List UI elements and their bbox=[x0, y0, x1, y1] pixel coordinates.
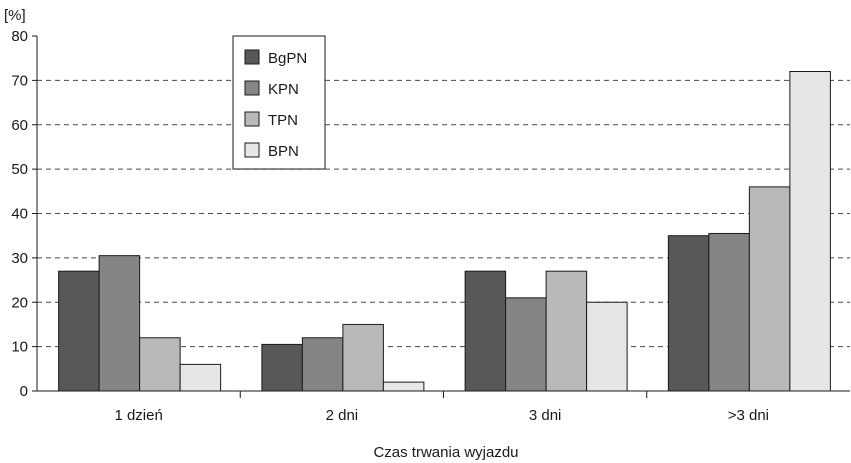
y-tick-label: 50 bbox=[11, 161, 28, 178]
y-tick-label: 20 bbox=[11, 294, 28, 311]
x-category-label: >3 dni bbox=[728, 407, 769, 424]
x-category-label: 2 dni bbox=[326, 407, 359, 424]
y-tick-label: 70 bbox=[11, 72, 28, 89]
bar-bgpn-3 bbox=[464, 270, 507, 392]
axes bbox=[32, 35, 850, 398]
y-tick-label: 10 bbox=[11, 339, 28, 356]
bars bbox=[58, 71, 831, 392]
bar-tpn-1 bbox=[139, 337, 181, 392]
legend-label-kpn: KPN bbox=[268, 81, 299, 98]
legend-label-bgpn: BgPN bbox=[268, 50, 307, 67]
y-tick-label: 0 bbox=[20, 383, 28, 400]
bar-bgpn-4 bbox=[667, 235, 710, 392]
legend-swatch-tpn bbox=[244, 111, 260, 127]
bar-tpn-4 bbox=[748, 186, 791, 392]
bar-kpn-3 bbox=[505, 297, 547, 392]
y-tick-labels: 0 10 20 30 40 50 60 70 80 bbox=[11, 28, 28, 400]
bar-bpn-3 bbox=[586, 301, 628, 392]
x-category-label: 1 dzień bbox=[114, 407, 162, 424]
y-tick-label: 30 bbox=[11, 250, 28, 267]
legend-swatch-bgpn bbox=[244, 49, 260, 65]
gridlines bbox=[37, 79, 850, 348]
legend-label-tpn: TPN bbox=[268, 112, 298, 129]
bar-bgpn-1 bbox=[58, 270, 100, 392]
y-unit-label: [%] bbox=[4, 7, 26, 24]
y-tick-label: 40 bbox=[11, 206, 28, 223]
x-category-label: 3 dni bbox=[529, 407, 562, 424]
legend-swatch-bpn bbox=[244, 142, 260, 158]
bar-bgpn-2 bbox=[261, 343, 303, 392]
legend-label-bpn: BPN bbox=[268, 143, 299, 160]
x-category-labels: 1 dzień 2 dni 3 dni >3 dni bbox=[114, 407, 769, 424]
bar-tpn-2 bbox=[342, 323, 384, 392]
bar-tpn-3 bbox=[545, 270, 588, 392]
bar-kpn-1 bbox=[98, 255, 141, 392]
x-axis-title: Czas trwania wyjazdu bbox=[373, 444, 518, 461]
bar-bpn-2 bbox=[382, 381, 425, 392]
bar-bpn-1 bbox=[179, 363, 222, 392]
legend-swatch-kpn bbox=[244, 80, 260, 96]
bar-kpn-2 bbox=[301, 337, 344, 392]
y-tick-label: 60 bbox=[11, 117, 28, 134]
bar-bpn-4 bbox=[789, 71, 831, 392]
legend: BgPN KPN TPN BPN bbox=[232, 35, 326, 170]
y-tick-label: 80 bbox=[11, 28, 28, 45]
bar-kpn-4 bbox=[708, 232, 750, 392]
